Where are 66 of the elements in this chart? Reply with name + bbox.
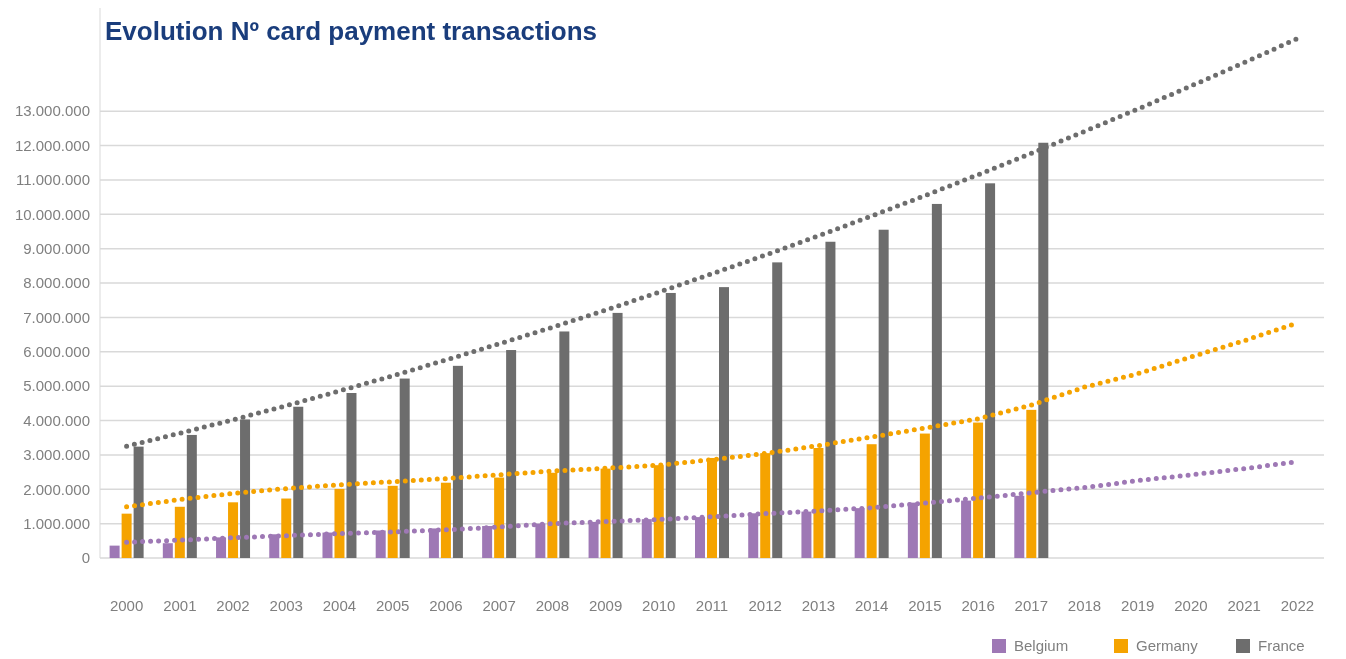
x-tick-label: 2005 bbox=[376, 597, 410, 614]
x-tick-label: 2012 bbox=[748, 597, 782, 614]
x-tick-label: 2004 bbox=[322, 597, 357, 614]
x-tick-label: 2013 bbox=[801, 597, 836, 614]
y-tick-label: 13.000.000 bbox=[14, 102, 90, 120]
bar bbox=[973, 422, 984, 558]
x-tick-label: 2020 bbox=[1174, 597, 1208, 614]
y-tick-label: 7.000.000 bbox=[23, 308, 90, 326]
bar bbox=[121, 513, 132, 558]
bar bbox=[825, 241, 836, 558]
y-tick-label: 2.000.000 bbox=[23, 480, 90, 498]
y-tick-label: 6.000.000 bbox=[23, 343, 90, 360]
bar bbox=[559, 331, 570, 558]
x-tick-label: 2006 bbox=[429, 597, 463, 614]
x-tick-label: 2001 bbox=[163, 597, 197, 614]
bar bbox=[281, 498, 292, 558]
bar bbox=[1026, 409, 1037, 558]
y-tick-label: 3.000.000 bbox=[23, 446, 90, 464]
x-tick-label: 2000 bbox=[109, 597, 144, 614]
x-tick-label: 2009 bbox=[588, 597, 623, 614]
bar bbox=[612, 312, 623, 558]
x-tick-label: 2018 bbox=[1067, 597, 1102, 614]
y-tick-label: 1.000.000 bbox=[23, 514, 90, 532]
bar bbox=[399, 378, 410, 558]
legend-label: Germany bbox=[1136, 637, 1199, 655]
x-tick-label: 2011 bbox=[695, 597, 729, 614]
x-tick-label: 2008 bbox=[535, 597, 570, 614]
y-tick-label: 0 bbox=[81, 549, 90, 567]
x-tick-label: 2016 bbox=[961, 597, 995, 614]
x-tick-label: 2019 bbox=[1121, 597, 1155, 614]
y-tick-label: 9.000.000 bbox=[23, 239, 90, 257]
bar bbox=[866, 444, 877, 558]
legend-label: France bbox=[1258, 637, 1305, 655]
x-tick-label: 2002 bbox=[216, 597, 250, 614]
bar bbox=[346, 393, 357, 558]
y-tick-label: 5.000.000 bbox=[23, 377, 90, 395]
x-tick-label: 2014 bbox=[854, 597, 889, 614]
y-tick-label: 11.000.000 bbox=[16, 171, 90, 189]
bar bbox=[228, 502, 239, 558]
bar bbox=[719, 287, 729, 558]
bar bbox=[174, 506, 185, 558]
bar bbox=[772, 262, 783, 558]
bar bbox=[293, 406, 304, 558]
y-tick-label: 10.000.000 bbox=[14, 205, 90, 223]
legend-label: Belgium bbox=[1014, 637, 1069, 655]
x-tick-label: 2015 bbox=[908, 597, 942, 614]
bar bbox=[452, 365, 463, 558]
x-tick-label: 2010 bbox=[642, 597, 676, 614]
bar bbox=[931, 203, 942, 558]
bar bbox=[440, 482, 451, 558]
y-tick-label: 4.000.000 bbox=[23, 411, 90, 429]
bar bbox=[387, 485, 398, 558]
bar bbox=[506, 350, 517, 558]
bar bbox=[109, 545, 120, 558]
bar bbox=[186, 434, 197, 558]
x-tick-label: 2003 bbox=[269, 597, 303, 614]
bar bbox=[919, 433, 930, 558]
x-tick-label: 2007 bbox=[482, 597, 516, 614]
x-tick-label: 2022 bbox=[1280, 597, 1315, 614]
bar bbox=[985, 183, 996, 558]
y-tick-label: 12.000.000 bbox=[14, 136, 90, 154]
x-tick-label: 2021 bbox=[1227, 597, 1261, 614]
y-tick-label: 8.000.000 bbox=[23, 274, 90, 292]
chart-title: Evolution Nº card payment transactions bbox=[105, 16, 598, 46]
bar bbox=[878, 229, 889, 558]
x-tick-label: 2017 bbox=[1014, 597, 1048, 614]
